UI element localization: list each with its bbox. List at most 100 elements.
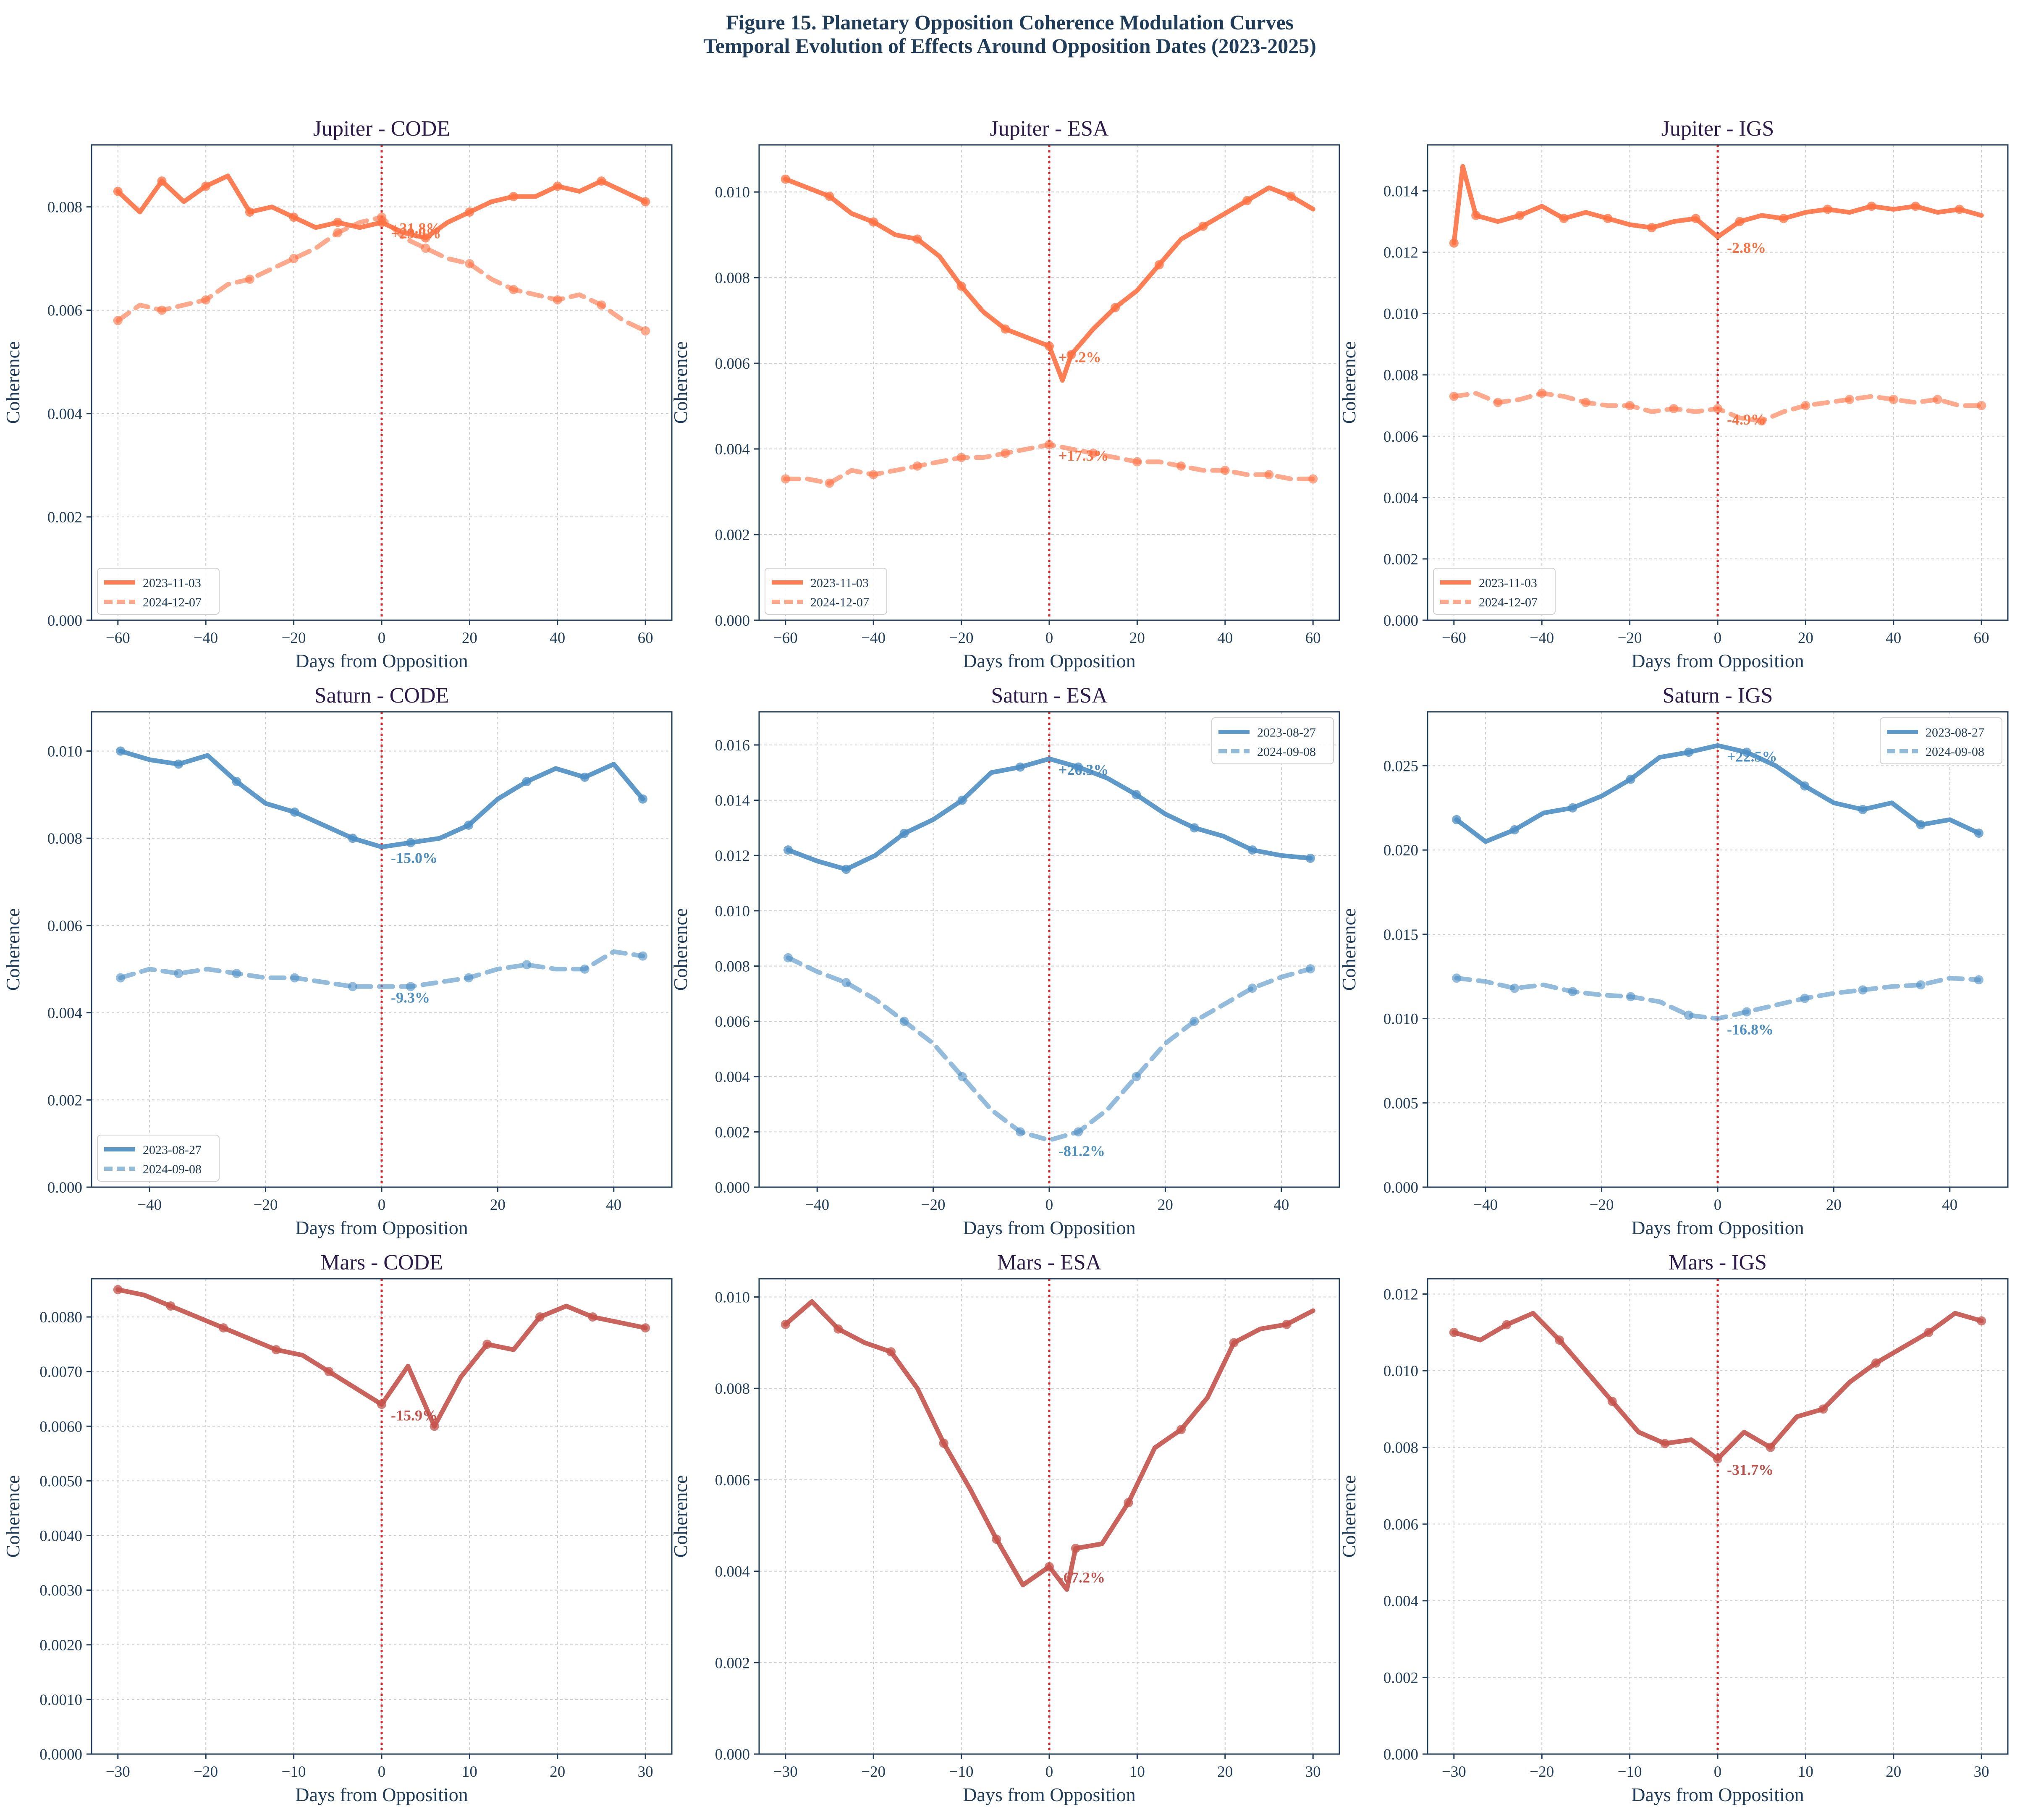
data-point	[899, 829, 909, 838]
data-point	[1247, 983, 1257, 993]
data-point	[1132, 1072, 1141, 1081]
x-tick-label: 20	[1129, 629, 1145, 647]
legend-box	[765, 568, 887, 615]
y-tick-label: 0.010	[1383, 306, 1418, 323]
data-point	[1132, 790, 1141, 800]
x-axis-label: Days from Opposition	[963, 650, 1135, 671]
data-point	[324, 1367, 334, 1377]
y-tick-label: 0.010	[1383, 1011, 1418, 1028]
x-tick-label: −10	[282, 1763, 306, 1781]
data-point	[641, 197, 650, 207]
y-axis-label: Coherence	[670, 908, 691, 991]
legend: 2023-11-03 2024-12-07	[1433, 568, 1556, 615]
data-point	[1568, 803, 1577, 813]
y-tick-label: 0.0060	[39, 1418, 82, 1435]
x-tick-label: 60	[1974, 629, 1989, 647]
panel-title: Mars - IGS	[1669, 1251, 1767, 1275]
figure-title-line-1: Figure 15. Planetary Opposition Coherenc…	[726, 10, 1294, 34]
data-point	[1220, 466, 1230, 475]
x-tick-label: 0	[1045, 629, 1053, 647]
data-point	[1154, 260, 1164, 270]
effect-annotation: -9.3%	[391, 989, 430, 1006]
x-tick-label: 0	[1714, 1196, 1722, 1214]
legend: 2023-11-03 2024-12-07	[97, 568, 220, 615]
panel-title: Jupiter - ESA	[990, 117, 1109, 141]
data-point	[912, 461, 922, 471]
data-point	[464, 973, 474, 983]
y-axis-label: Coherence	[670, 1475, 691, 1558]
x-tick-label: −20	[949, 629, 974, 647]
x-tick-label: −20	[1590, 1196, 1614, 1214]
data-point	[509, 285, 519, 294]
data-point	[1045, 341, 1054, 351]
data-point	[1015, 762, 1025, 772]
data-point	[1189, 823, 1199, 833]
y-tick-label: 0.004	[715, 1563, 750, 1581]
data-point	[1001, 448, 1010, 458]
y-tick-label: 0.006	[47, 302, 82, 320]
effect-annotation: -2.8%	[1727, 239, 1766, 256]
effect-annotation: -16.8%	[1727, 1021, 1774, 1038]
x-tick-label: 20	[1798, 629, 1813, 647]
x-axis-label: Days from Opposition	[963, 1784, 1135, 1805]
data-point	[1305, 853, 1315, 863]
data-point	[1691, 214, 1700, 223]
legend: 2023-08-27 2024-09-08	[1880, 717, 2002, 764]
data-point	[245, 274, 254, 284]
series-line-2024-09-08	[786, 955, 1313, 1143]
data-point	[1111, 303, 1120, 312]
y-tick-label: 0.012	[1383, 244, 1418, 262]
data-point	[641, 1323, 650, 1333]
y-tick-label: 0.010	[1383, 1363, 1418, 1380]
y-tick-label: 0.002	[1383, 1669, 1418, 1686]
y-tick-label: 0.0020	[39, 1637, 82, 1654]
y-tick-label: 0.008	[1383, 367, 1418, 384]
data-point	[333, 228, 343, 238]
legend-box	[97, 1135, 220, 1182]
data-point	[1858, 805, 1868, 814]
effect-annotation: -4.9%	[1727, 411, 1766, 428]
data-point	[1916, 980, 1926, 990]
x-axis-label: Days from Opposition	[963, 1217, 1135, 1238]
data-point	[1074, 762, 1083, 772]
legend-box	[1880, 717, 2002, 764]
x-tick-label: 0	[378, 1196, 386, 1214]
x-tick-label: 0	[1045, 1763, 1053, 1781]
x-tick-label: 20	[1886, 1763, 1901, 1781]
y-tick-label: 0.002	[1383, 551, 1418, 568]
x-tick-label: 40	[1942, 1196, 1957, 1214]
y-tick-label: 0.008	[715, 270, 750, 287]
y-tick-label: 0.0080	[39, 1309, 82, 1326]
effect-annotation: +7.2%	[1058, 349, 1101, 365]
data-point	[465, 259, 474, 268]
data-point	[1045, 440, 1054, 449]
y-tick-label: 0.002	[715, 1655, 750, 1672]
legend: 2023-08-27 2024-09-08	[1211, 717, 1334, 764]
data-point	[641, 326, 650, 336]
data-point	[957, 1072, 967, 1081]
x-tick-label: −20	[861, 1763, 886, 1781]
y-tick-label: 0.006	[715, 1013, 750, 1031]
x-tick-label: −60	[1442, 629, 1466, 647]
data-point	[421, 244, 430, 253]
data-point	[113, 186, 123, 196]
effect-annotation: +22.5%	[1727, 748, 1777, 765]
data-point	[781, 174, 790, 184]
data-point	[1977, 401, 1986, 410]
data-point	[1858, 985, 1868, 995]
x-tick-label: 10	[1129, 1763, 1145, 1781]
x-tick-label: −20	[921, 1196, 946, 1214]
data-point	[245, 207, 254, 217]
data-point	[1045, 1562, 1054, 1571]
data-point	[1074, 1127, 1083, 1137]
data-point	[1581, 398, 1590, 407]
data-point	[333, 218, 343, 227]
data-point	[1088, 448, 1098, 458]
data-point	[1871, 1358, 1881, 1368]
data-point	[421, 233, 430, 243]
x-tick-label: −30	[1442, 1763, 1466, 1781]
panel-title: Mars - CODE	[320, 1251, 443, 1275]
data-point	[157, 305, 167, 315]
y-tick-label: 0.004	[47, 1005, 82, 1022]
data-point	[1603, 214, 1613, 223]
